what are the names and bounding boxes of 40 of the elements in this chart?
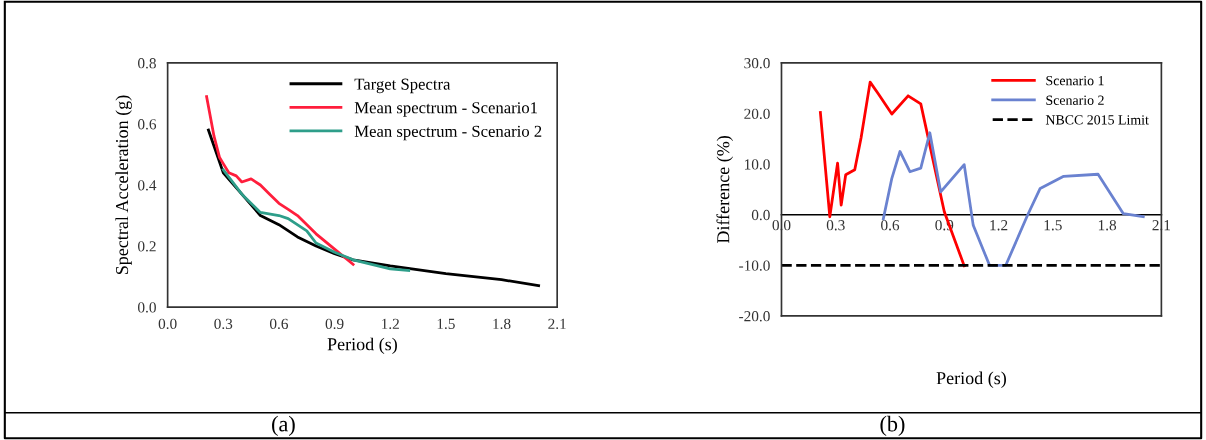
line-series: [881, 131, 1145, 267]
legend-label: Scenario 1: [1046, 75, 1104, 86]
line-series: [205, 95, 355, 266]
text: (a): [272, 415, 295, 436]
y-axis-title: Spectral Acceleration (g): [115, 95, 132, 275]
x-tick-label: 1.5: [1044, 220, 1062, 231]
y-tick-label: -20.0: [739, 311, 770, 322]
legend-label: NBCC 2015 Limit: [1045, 115, 1149, 125]
x-tick-label: 1.8: [493, 318, 511, 330]
y-axis-title: Difference (%): [716, 135, 733, 244]
x-tick-label: 0.9: [325, 318, 344, 330]
text: (b): [880, 415, 905, 436]
line-series: [818, 80, 966, 268]
x-tick-label: 0.3: [826, 220, 845, 231]
x-axis-title: Period (s): [327, 337, 397, 355]
legend-label: Mean spectrum - Scenario1: [354, 102, 537, 117]
y-tick-label: 0.4: [138, 180, 157, 191]
x-tick-label: 1.2: [990, 220, 1008, 231]
y-tick-label: 0.8: [138, 58, 156, 69]
y-tick-label: -10.0: [739, 260, 770, 271]
y-tick-label: 10.0: [744, 159, 770, 170]
x-tick-label: 0.6: [269, 318, 289, 330]
x-tick-label: 1.2: [382, 318, 399, 330]
x-tick-label: 1.8: [1098, 220, 1117, 231]
legend-label: Scenario 2: [1046, 95, 1104, 105]
x-tick-label: 0.0: [158, 318, 177, 330]
legend-label: Target Spectra: [354, 78, 451, 94]
y-tick-label: 0.0: [751, 209, 770, 221]
y-tick-label: 0.6: [138, 119, 157, 130]
line-series: [221, 168, 411, 272]
x-axis-title: Period (s): [936, 371, 1006, 388]
legend-label: Mean spectrum - Scenario 2: [354, 125, 542, 141]
y-tick-label: 30.0: [744, 58, 770, 69]
x-tick-label: 0.6: [881, 220, 900, 231]
y-tick-label: 0.2: [138, 241, 156, 252]
x-tick-label: 2.1: [548, 318, 566, 330]
x-tick-label: 1.5: [437, 318, 455, 330]
y-tick-label: 0.0: [138, 302, 156, 313]
x-tick-label: 0.3: [214, 318, 233, 330]
y-tick-label: 20.0: [744, 108, 770, 120]
